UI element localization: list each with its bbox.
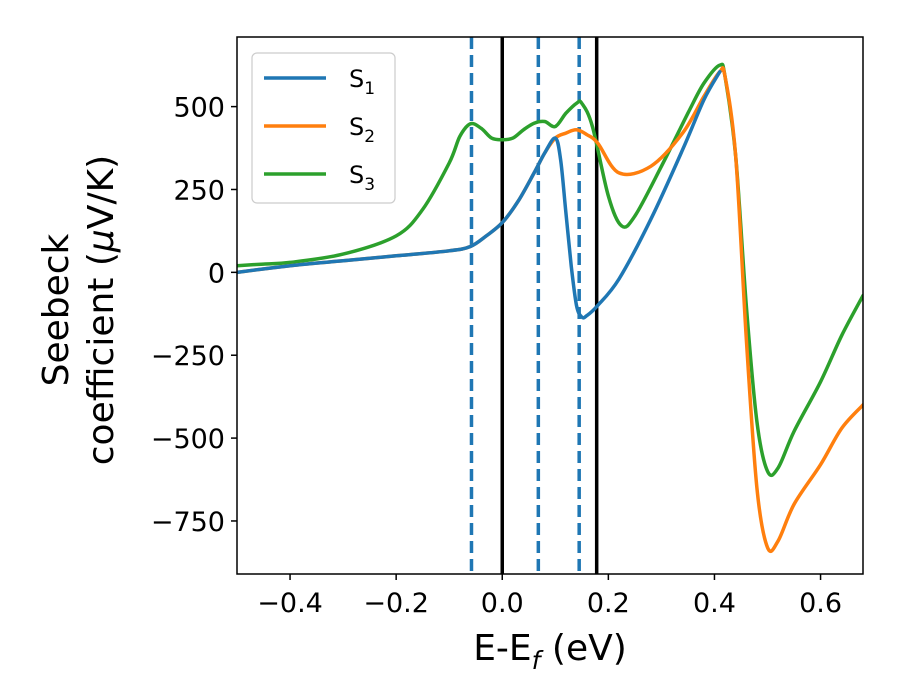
legend-label-s2: S2	[349, 113, 375, 147]
y-tick-label: 500	[173, 93, 225, 124]
x-tick-label: 0.0	[481, 588, 524, 619]
x-tick-label: 0.6	[799, 588, 842, 619]
series-line-s1	[237, 70, 722, 320]
x-tick-label: −0.2	[363, 588, 429, 619]
x-tick-label: −0.4	[257, 588, 323, 619]
y-tick-label: −250	[151, 341, 225, 372]
y-tick-label: 250	[173, 175, 225, 206]
legend: S1 S2 S3	[251, 52, 396, 204]
x-tick-label: 0.4	[693, 588, 736, 619]
y-axis-label-line1: Seebeck	[36, 233, 77, 386]
legend-box	[251, 52, 396, 204]
y-tick-label: 0	[208, 258, 225, 289]
plot-frame	[236, 36, 864, 575]
y-axis-label-line2: coefficient (μV/K)	[81, 155, 122, 465]
series-lines	[237, 62, 863, 553]
series-line-s3	[237, 62, 863, 478]
y-axis-ticks: 500 250 0 −250 −500 −750	[151, 93, 237, 538]
legend-label-s3: S3	[349, 161, 375, 195]
y-tick-label: −500	[151, 424, 225, 455]
y-tick-label: −750	[151, 507, 225, 538]
x-axis-label: E-Ef (eV)	[473, 628, 627, 675]
x-axis-ticks: −0.4 −0.2 0.0 0.2 0.4 0.6	[257, 574, 842, 619]
x-tick-label: 0.2	[587, 588, 630, 619]
legend-label-s1: S1	[349, 65, 375, 99]
